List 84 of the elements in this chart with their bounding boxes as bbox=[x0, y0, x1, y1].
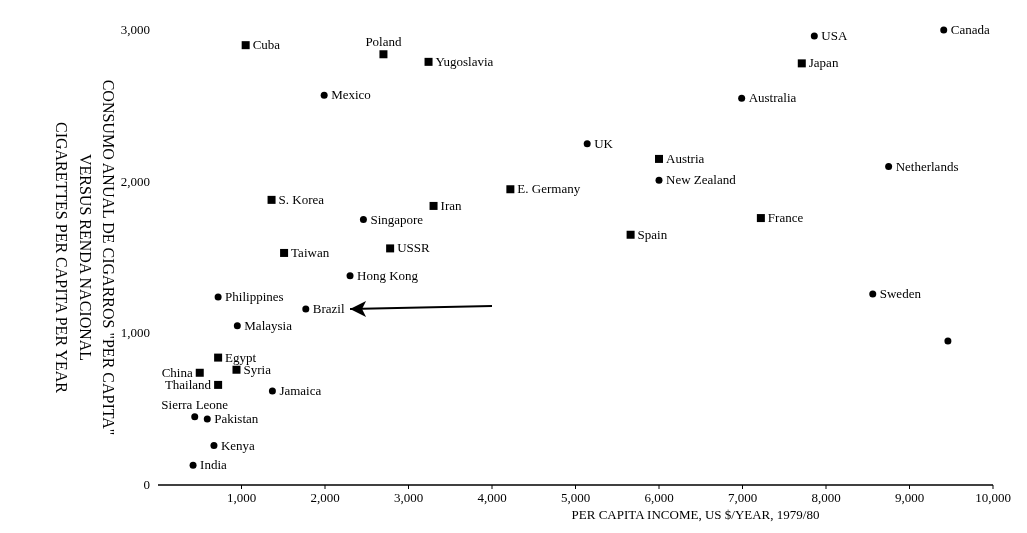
annotation: Hong Kong bbox=[357, 267, 419, 283]
y-tick-label: 2,000 bbox=[120, 173, 150, 189]
point bbox=[214, 380, 223, 389]
x-tick-label: 7,000 bbox=[727, 490, 758, 505]
point bbox=[738, 94, 746, 102]
annotation: Austria bbox=[666, 150, 705, 166]
annotation: USSR bbox=[397, 240, 430, 256]
point bbox=[506, 185, 515, 194]
point bbox=[346, 272, 354, 280]
annotation: India bbox=[200, 457, 228, 473]
point bbox=[320, 91, 328, 99]
point bbox=[379, 50, 388, 59]
point bbox=[429, 201, 438, 210]
point bbox=[241, 41, 250, 50]
point bbox=[386, 244, 395, 253]
annotation: Malaysia bbox=[244, 317, 293, 333]
y-tick-label: 1,000 bbox=[120, 325, 150, 341]
annotation: Spain bbox=[637, 226, 668, 242]
x-tick-label: 1,000 bbox=[226, 490, 257, 505]
x-tick-label: 3,000 bbox=[393, 490, 424, 505]
point bbox=[810, 32, 818, 40]
point bbox=[940, 26, 948, 34]
annotation: France bbox=[767, 210, 804, 226]
annotation: Iran bbox=[440, 197, 462, 213]
x-tick-label: 5,000 bbox=[560, 490, 591, 505]
annotation: S. Korea bbox=[278, 191, 325, 207]
point bbox=[655, 176, 663, 184]
annotation: Taiwan bbox=[291, 244, 330, 260]
point bbox=[756, 214, 765, 223]
point bbox=[302, 305, 310, 313]
x-tick-label: 6,000 bbox=[644, 490, 674, 505]
x-tick-label: 10,000 bbox=[975, 490, 1011, 505]
annotation: Sierra Leone bbox=[161, 396, 229, 412]
annotation: Japan bbox=[808, 55, 839, 71]
annotation: Jamaica bbox=[279, 382, 322, 398]
y-tick-label: 0 bbox=[143, 477, 150, 492]
point bbox=[655, 154, 663, 163]
point bbox=[189, 461, 197, 469]
annotation: Singapore bbox=[370, 211, 424, 227]
point bbox=[195, 368, 204, 377]
annotation: Cuba bbox=[252, 37, 281, 53]
annotation: Mexico bbox=[331, 87, 371, 103]
point bbox=[203, 415, 211, 423]
point bbox=[424, 57, 433, 66]
annotation: Australia bbox=[748, 90, 797, 106]
annotation: Brazil bbox=[312, 301, 345, 317]
x-tick-label: 4,000 bbox=[477, 490, 507, 505]
point bbox=[885, 163, 893, 170]
annotation: Sweden bbox=[879, 285, 922, 301]
point bbox=[797, 59, 806, 68]
point bbox=[267, 195, 276, 204]
annotation: USA bbox=[821, 28, 848, 44]
point bbox=[280, 248, 289, 257]
annotation: Canada bbox=[950, 22, 990, 37]
point bbox=[869, 290, 877, 298]
annotation: UK bbox=[594, 135, 614, 151]
point bbox=[359, 216, 367, 224]
annotation: Kenya bbox=[220, 437, 256, 453]
x-tick-label: 8,000 bbox=[811, 490, 841, 505]
annotation: Poland bbox=[365, 34, 402, 50]
point bbox=[944, 337, 952, 345]
x-tick-label: 9,000 bbox=[894, 490, 925, 505]
point bbox=[191, 413, 199, 421]
annotation: E. Germany bbox=[517, 181, 581, 197]
point bbox=[233, 322, 241, 330]
x-axis-title: PER CAPITA INCOME, US $/YEAR, 1979/80 bbox=[571, 507, 820, 522]
point bbox=[214, 353, 223, 362]
annotation: New Zealand bbox=[666, 172, 737, 188]
point bbox=[214, 293, 222, 301]
x-tick-label: 2,000 bbox=[310, 490, 340, 505]
annotation: Pakistan bbox=[214, 411, 259, 427]
point bbox=[268, 387, 276, 395]
text: CONSUMO ANUAL DE CIGARROS "PER CAPITA" bbox=[100, 79, 117, 436]
point bbox=[626, 230, 635, 239]
annotation: Yugoslavia bbox=[435, 53, 494, 69]
annotation: Netherlands bbox=[895, 158, 959, 174]
text: VERSUS RENDA NACIONAL bbox=[77, 153, 94, 362]
y-axis-title: CIGARETTES PER CAPITA PER YEAR bbox=[53, 121, 70, 394]
point bbox=[232, 365, 241, 374]
annotation: Egypt bbox=[225, 349, 257, 365]
point bbox=[210, 442, 218, 450]
point bbox=[583, 140, 591, 148]
annotation: Philippines bbox=[225, 288, 284, 304]
y-tick-label: 3,000 bbox=[120, 22, 150, 37]
